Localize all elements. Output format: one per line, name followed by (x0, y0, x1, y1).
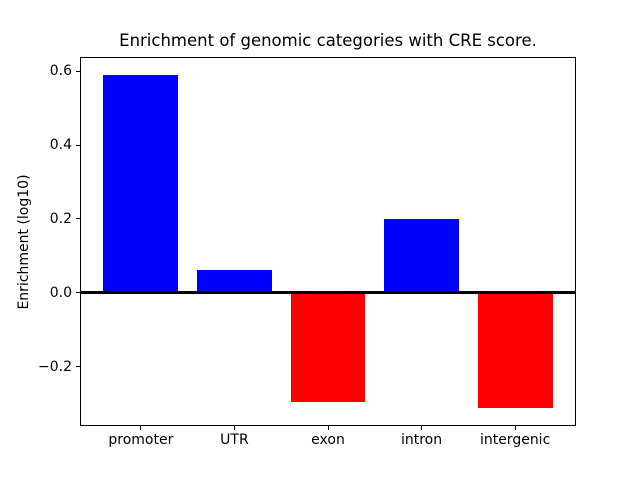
chart-title: Enrichment of genomic categories with CR… (119, 31, 537, 50)
bar-UTR (197, 269, 272, 293)
y-tick-label: 0.2 (49, 210, 72, 227)
x-tick-label-promoter: promoter (108, 432, 174, 448)
y-tick-label: 0.4 (49, 137, 72, 154)
x-tick-label-UTR: UTR (220, 432, 249, 448)
bar-intron (384, 218, 459, 293)
x-tick-label-exon: exon (311, 432, 345, 448)
x-tick-label-intergenic: intergenic (479, 432, 551, 448)
y-tick-label: 0.0 (49, 284, 72, 301)
x-tick (327, 425, 329, 430)
bar-promoter (103, 74, 179, 293)
y-tick (76, 144, 81, 146)
y-tick-label: −0.2 (38, 358, 72, 375)
y-tick-label: 0.6 (49, 63, 72, 80)
y-tick (76, 218, 81, 220)
x-tick (514, 425, 516, 430)
plot-area: −0.2 0.0 0.2 0.4 0.6 promoter UTR exon intron int… (38, 57, 576, 448)
y-axis-label: Enrichment (log10) (16, 174, 32, 310)
x-tick-label-intron: intron (400, 432, 443, 448)
x-tick (140, 425, 142, 430)
y-tick (76, 292, 81, 294)
x-tick (421, 425, 423, 430)
zero-line (81, 291, 575, 295)
bar-intergenic (477, 292, 553, 409)
y-tick (76, 366, 81, 368)
bar-exon (290, 292, 366, 403)
x-tick (233, 425, 235, 430)
y-tick (76, 70, 81, 72)
